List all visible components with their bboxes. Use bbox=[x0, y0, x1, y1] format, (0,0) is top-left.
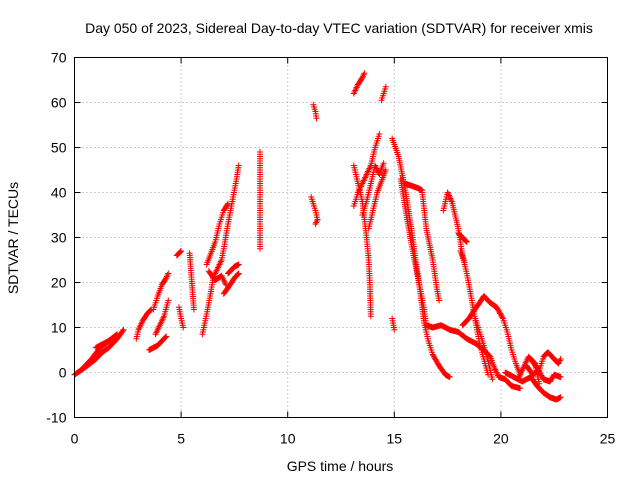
data-point bbox=[165, 270, 172, 277]
data-point bbox=[162, 334, 169, 341]
data-point bbox=[446, 374, 453, 380]
data-point bbox=[119, 327, 126, 334]
data-point bbox=[517, 385, 524, 392]
data-point bbox=[380, 160, 387, 167]
x-axis-label: GPS time / hours bbox=[287, 458, 394, 474]
y-tick-label: 50 bbox=[51, 140, 67, 156]
data-point bbox=[382, 83, 389, 90]
axis-ticks: 0 5 10 15 20 25 -10 0 10 20 30 40 50 60 70 bbox=[46, 50, 615, 447]
data-point bbox=[382, 167, 389, 173]
x-tick-label: 15 bbox=[387, 431, 403, 447]
data-point bbox=[461, 259, 468, 266]
y-tick-label: -10 bbox=[46, 410, 66, 426]
data-point bbox=[536, 380, 543, 387]
x-tick-label: 5 bbox=[177, 431, 185, 447]
chart-title: Day 050 of 2023, Sidereal Day-to-day VTE… bbox=[85, 20, 593, 36]
x-tick-label: 10 bbox=[280, 431, 296, 447]
data-point bbox=[165, 297, 172, 304]
data-point bbox=[163, 333, 170, 340]
data-point bbox=[120, 326, 127, 333]
x-tick-label: 20 bbox=[493, 431, 509, 447]
y-tick-label: 20 bbox=[51, 275, 67, 291]
data-point bbox=[358, 75, 365, 82]
plot-frame bbox=[74, 57, 608, 418]
data-point bbox=[235, 261, 242, 268]
data-point bbox=[162, 276, 169, 283]
data-point bbox=[463, 238, 470, 245]
data-point bbox=[234, 271, 241, 278]
data-point bbox=[391, 326, 398, 333]
data-point bbox=[312, 221, 319, 227]
data-point bbox=[235, 162, 242, 169]
x-tick-label: 25 bbox=[600, 431, 616, 447]
data-point bbox=[531, 359, 538, 366]
data-point bbox=[190, 306, 197, 313]
data-point bbox=[113, 331, 120, 338]
data-point bbox=[463, 239, 470, 245]
data-point bbox=[436, 297, 443, 304]
data-points bbox=[71, 70, 564, 403]
y-tick-label: 60 bbox=[51, 95, 67, 111]
y-tick-label: 40 bbox=[51, 185, 67, 201]
data-point bbox=[557, 374, 564, 380]
data-point bbox=[224, 201, 231, 208]
data-point bbox=[313, 115, 320, 122]
data-point bbox=[499, 314, 506, 321]
data-point bbox=[376, 131, 383, 137]
data-point bbox=[557, 356, 564, 362]
data-point bbox=[225, 200, 232, 207]
data-point bbox=[177, 248, 184, 255]
data-point bbox=[178, 248, 185, 254]
data-point bbox=[367, 313, 374, 320]
y-tick-label: 0 bbox=[59, 365, 67, 381]
y-axis-label: SDTVAR / TECUs bbox=[5, 182, 21, 294]
data-point bbox=[147, 307, 154, 314]
data-point bbox=[109, 335, 116, 342]
data-point bbox=[235, 270, 242, 277]
y-tick-label: 10 bbox=[51, 320, 67, 336]
data-point bbox=[256, 245, 263, 252]
data-point bbox=[361, 70, 368, 77]
data-point bbox=[180, 324, 187, 331]
x-tick-label: 0 bbox=[71, 431, 79, 447]
y-tick-label: 70 bbox=[51, 50, 67, 66]
data-point bbox=[489, 376, 496, 383]
y-tick-label: 30 bbox=[51, 230, 67, 246]
data-point bbox=[557, 394, 564, 401]
data-point bbox=[114, 331, 121, 338]
